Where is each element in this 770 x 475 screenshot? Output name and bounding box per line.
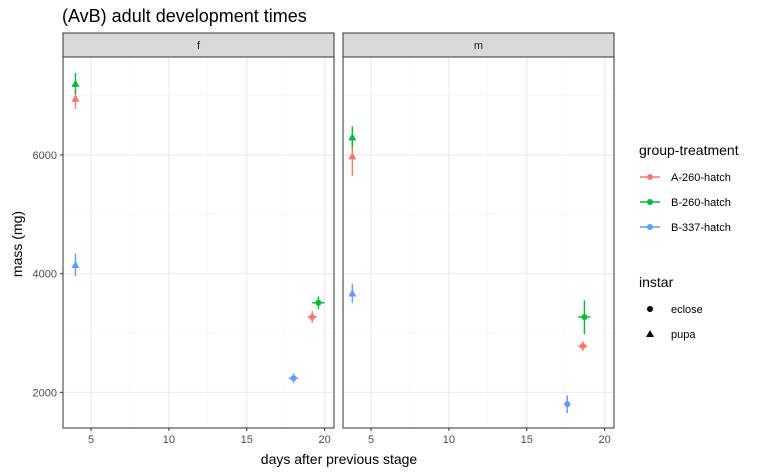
facet-label: m — [474, 40, 483, 52]
legend: group-treatment A-260-hatch B-260-hatch B-3… — [639, 142, 739, 341]
data-point-B-337-hatch-eclose — [288, 373, 299, 383]
x-axis-label: days after previous stage — [261, 451, 418, 467]
x-tick-label: 10 — [443, 434, 455, 446]
panel-m: m 5 10 15 20 — [342, 32, 615, 446]
point-triangle — [71, 79, 80, 87]
x-tick-label: 10 — [163, 434, 175, 446]
facet-strip — [62, 32, 335, 58]
point-triangle — [348, 133, 357, 141]
chart-title: (AvB) adult development times — [62, 6, 307, 26]
data-point-B-337-hatch-eclose — [564, 395, 571, 414]
data-point-B-260-hatch-eclose — [312, 296, 325, 310]
point-circle — [315, 299, 322, 306]
data-point-A-260-hatch-eclose — [307, 311, 317, 323]
x-tick-label: 20 — [319, 434, 331, 446]
x-tick-label: 5 — [368, 434, 374, 446]
x-tick-label: 15 — [241, 434, 253, 446]
point-triangle — [71, 260, 80, 268]
point-triangle — [71, 94, 80, 102]
legend-entry-A-260-hatch: A-260-hatch — [640, 172, 731, 184]
legend-entry-label: eclose — [671, 304, 703, 316]
data-point-B-337-hatch-pupa — [71, 253, 80, 277]
legend-key-point — [647, 224, 653, 230]
legend-entry-label: A-260-hatch — [671, 172, 731, 184]
y-axis-label: mass (mg) — [9, 211, 25, 277]
panel-border — [342, 56, 615, 429]
x-tick-label: 15 — [521, 434, 533, 446]
facet-label: f — [197, 40, 201, 52]
legend-key-point — [647, 199, 653, 205]
legend-entry-pupa: pupa — [646, 329, 696, 341]
point-triangle — [348, 289, 357, 297]
x-tick-label: 5 — [88, 434, 94, 446]
legend-entry-label: pupa — [671, 329, 696, 341]
legend-title-shape: instar — [639, 274, 674, 290]
panel-f: f 5 10 15 20 2000 4000 6000 — [33, 32, 335, 446]
data-point-B-260-hatch-pupa — [71, 73, 80, 95]
legend-entry-B-337-hatch: B-337-hatch — [640, 222, 731, 234]
point-circle — [581, 313, 588, 320]
point-circle — [579, 343, 586, 350]
y-tick-label: 4000 — [33, 269, 57, 281]
legend-entry-label: B-260-hatch — [671, 197, 731, 209]
legend-title-color: group-treatment — [639, 142, 739, 158]
data-point-B-337-hatch-pupa — [348, 283, 357, 303]
panel-border — [62, 56, 335, 429]
panels: f 5 10 15 20 2000 4000 6000 m 5 10 15 20 — [33, 32, 615, 446]
point-triangle — [348, 152, 357, 160]
y-tick-label: 6000 — [33, 150, 57, 162]
data-point-B-260-hatch-eclose — [578, 300, 591, 335]
data-point-B-260-hatch-pupa — [348, 126, 357, 148]
point-circle — [290, 375, 297, 382]
y-tick-label: 2000 — [33, 387, 57, 399]
x-tick-label: 20 — [599, 434, 611, 446]
legend-key-point — [647, 174, 653, 180]
legend-entry-B-260-hatch: B-260-hatch — [640, 197, 731, 209]
legend-entry-eclose: eclose — [647, 304, 703, 316]
point-circle — [564, 401, 571, 408]
point-circle — [309, 313, 316, 320]
data-point-A-260-hatch-eclose — [578, 341, 588, 351]
legend-entry-label: B-337-hatch — [671, 222, 731, 234]
legend-key-circle — [647, 306, 653, 312]
legend-key-triangle — [646, 330, 654, 337]
